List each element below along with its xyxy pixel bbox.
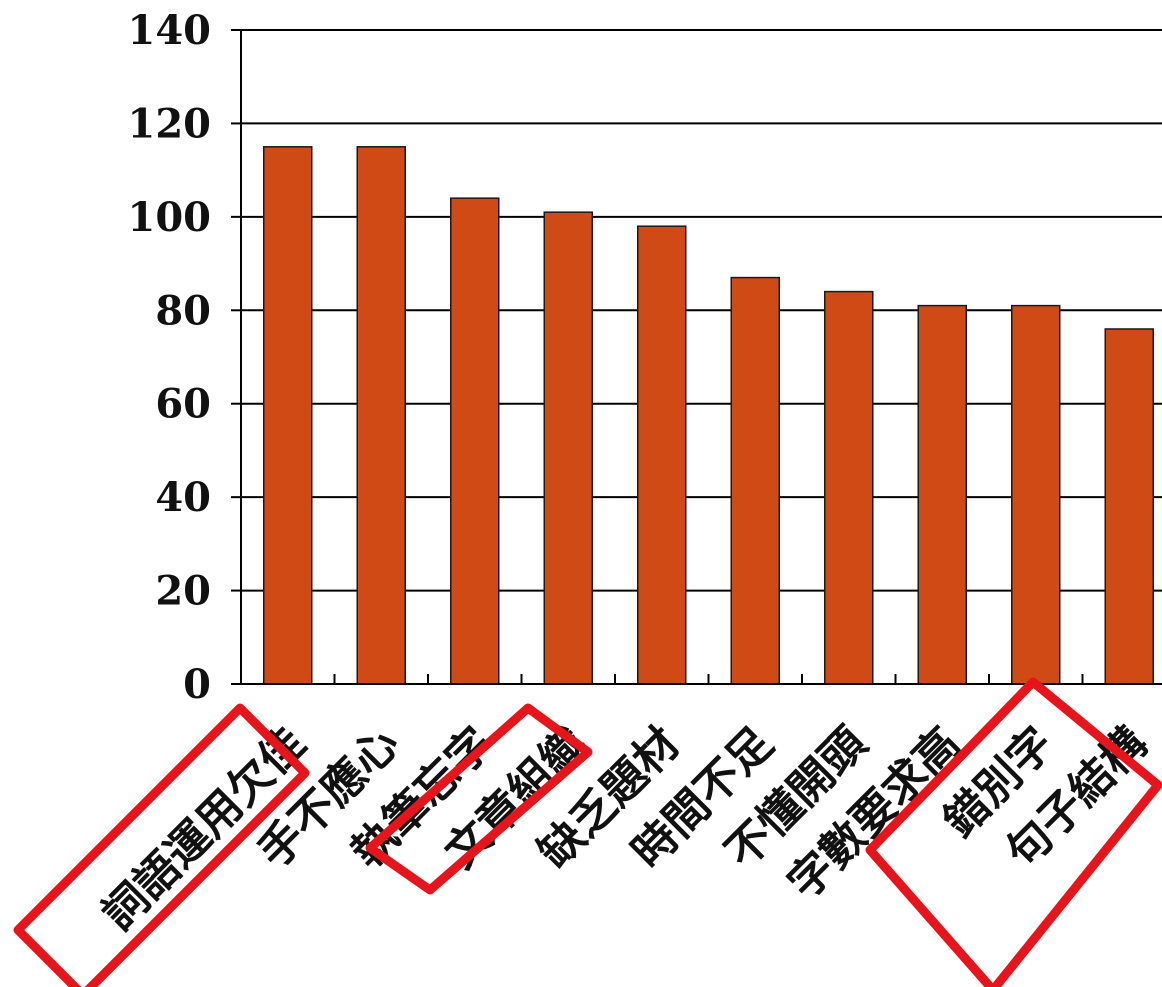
bar [543,211,593,685]
bar [637,225,687,685]
highlight-box [865,677,1162,987]
y-tick-label: 0 [183,661,211,708]
bar [450,197,500,685]
bar [917,304,967,685]
bar [263,146,313,685]
bar [730,276,780,685]
bar [824,290,874,685]
highlight-box [13,703,310,987]
bar [1011,304,1061,685]
y-axis-tick-labels: 0 20 40 60 80 100 120 140 [128,7,212,708]
highlight-boxes [13,677,1162,987]
y-tick-label: 140 [128,7,212,54]
y-tick-label: 120 [128,100,212,147]
y-tick-label: 20 [155,568,211,615]
y-tick-label: 80 [155,287,211,334]
highlight-box [365,703,593,895]
y-tick-label: 60 [155,381,211,428]
bars [263,146,1154,685]
y-tick-label: 40 [155,474,211,521]
bar [1104,328,1154,685]
bar [356,146,406,685]
y-tick-label: 100 [128,194,212,241]
axes [231,29,1162,685]
